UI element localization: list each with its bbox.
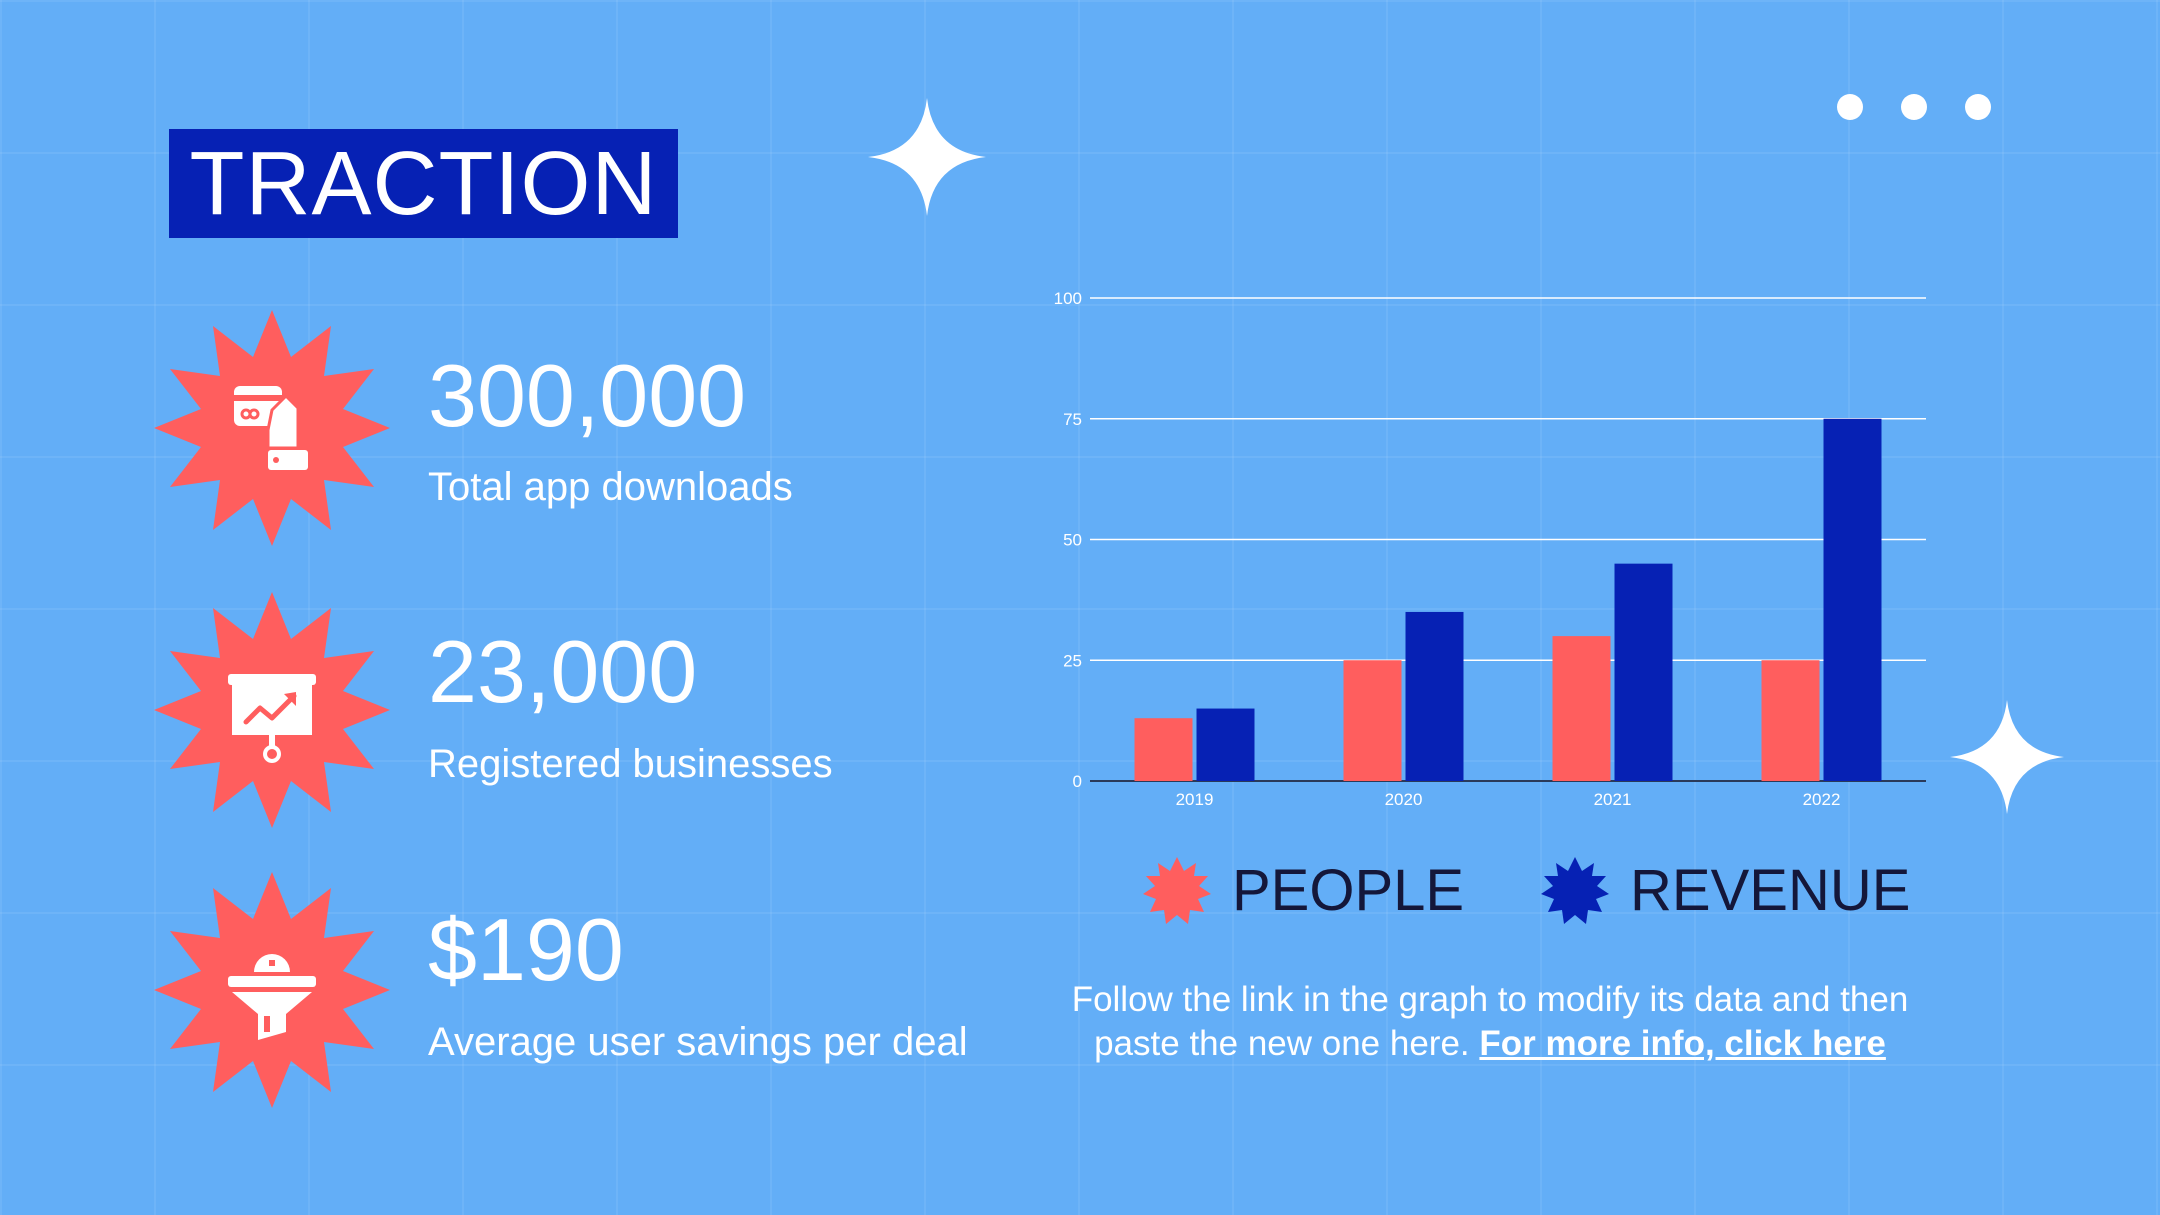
bar-people-2020 (1343, 660, 1402, 781)
mobile-payment-icon (154, 310, 390, 546)
page-title: TRACTION (189, 133, 658, 234)
y-tick-label: 75 (1063, 410, 1082, 429)
stat-downloads (150, 306, 394, 555)
bar-revenue-2021 (1614, 563, 1673, 781)
legend-label-people: PEOPLE (1232, 858, 1465, 923)
x-tick-label: 2021 (1594, 790, 1632, 809)
revenue-star-icon (1541, 857, 1609, 924)
page-title-box: TRACTION (169, 129, 678, 238)
note-line-2-wrap: paste the new one here. For more info, c… (1040, 1022, 1940, 1066)
legend-label-revenue: REVENUE (1630, 858, 1911, 923)
sparkle-star-icon (1950, 700, 2064, 814)
more-info-link[interactable]: For more info, click here (1479, 1024, 1886, 1063)
y-tick-label: 25 (1063, 651, 1082, 670)
stat-value-savings: $190 (428, 900, 624, 999)
stat-value-downloads: 300,000 (428, 346, 747, 445)
x-tick-label: 2020 (1385, 790, 1423, 809)
bar-people-2021 (1552, 636, 1611, 781)
note-line-2: paste the new one here. (1094, 1024, 1470, 1063)
bar-revenue-2019 (1196, 708, 1255, 781)
dots-decoration (1837, 94, 1991, 120)
bar-people-2022 (1761, 660, 1820, 781)
legend-revenue: REVENUE (1540, 856, 1910, 926)
sparkle-star-icon (868, 98, 986, 216)
dot-1 (1837, 94, 1863, 120)
note-line-1: Follow the link in the graph to modify i… (1071, 980, 1909, 1019)
bar-revenue-2020 (1405, 611, 1464, 781)
presentation-growth-icon (154, 592, 390, 828)
stat-value-businesses: 23,000 (428, 622, 698, 721)
bar-chart: 0 25 50 75 100 2019 2020 2021 2022 (1054, 289, 1926, 809)
y-tick-label: 50 (1063, 531, 1082, 550)
funnel-icon (154, 872, 390, 1108)
legend-people: PEOPLE (1142, 856, 1464, 926)
bar-people-2019 (1134, 718, 1193, 781)
stat-label-downloads: Total app downloads (428, 465, 793, 509)
chart-note: Follow the link in the graph to modify i… (1040, 978, 1940, 1066)
people-star-icon (1143, 857, 1211, 924)
bar-revenue-2022 (1823, 418, 1882, 781)
x-tick-label: 2019 (1176, 790, 1214, 809)
stat-label-savings: Average user savings per deal (428, 1020, 968, 1064)
stat-savings (150, 868, 394, 1117)
stat-label-businesses: Registered businesses (428, 742, 833, 786)
y-tick-label: 100 (1054, 289, 1082, 308)
y-tick-label: 0 (1073, 772, 1082, 791)
x-tick-label: 2022 (1803, 790, 1841, 809)
dot-2 (1901, 94, 1927, 120)
stat-businesses (150, 588, 394, 837)
dot-3 (1965, 94, 1991, 120)
